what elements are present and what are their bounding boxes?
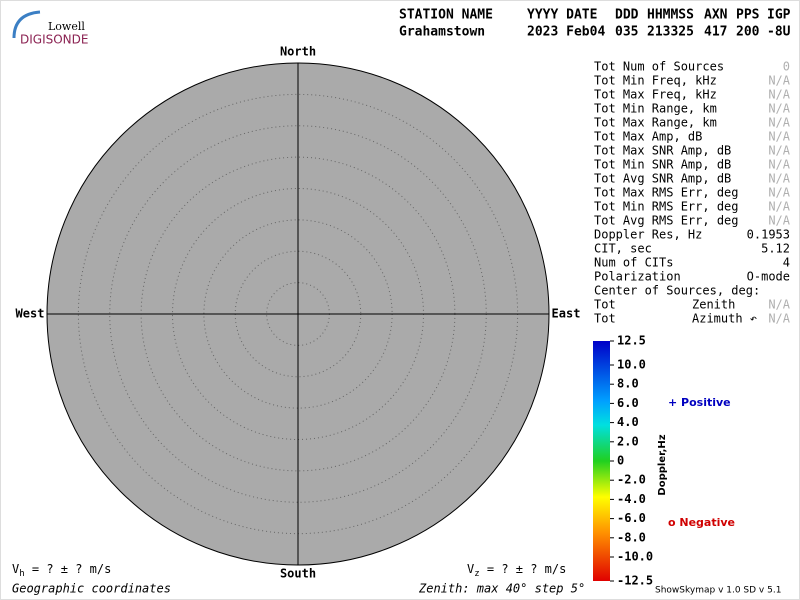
header-label: YYYY DATE [527,8,597,23]
header-label: AXN [704,8,728,23]
row-value: N/A [768,158,790,172]
row-value: N/A [768,144,790,158]
header-value: 417 [704,25,727,40]
row-value: N/A [768,172,790,186]
colorbar-tick-label: -12.5 [617,574,653,588]
logo-bottom: DIGISONDE [20,33,88,47]
colorbar-tick-label: 0 [617,454,624,468]
header-value: 2023 Feb04 [527,25,605,40]
vz-sub: z [474,569,479,579]
row-value: N/A [768,200,790,214]
row-label: Doppler Res, Hz [594,228,702,242]
colorbar-tick-label: -6.0 [617,511,646,525]
row-label: Tot Max Freq, kHz [594,88,717,102]
row-label: CIT, sec [594,242,652,256]
version-note: ShowSkymap v 1.0 SD v 5.1 [655,586,781,596]
header-value: 200 [736,25,760,40]
row-value: N/A [768,74,790,88]
row-label: Tot Max RMS Err, deg [594,186,739,200]
row-value: 5.12 [761,242,790,256]
row-value: N/A [768,214,790,228]
negative-legend: o Negative [668,516,735,529]
row-sublabel: Azimuth ↶ [692,312,757,326]
row-label: Tot [594,298,616,312]
row-value: N/A [768,130,790,144]
row-label: Num of CITs [594,256,673,270]
row-value: N/A [768,88,790,102]
row-label: Tot Avg RMS Err, deg [594,214,739,228]
polar-plot [46,62,550,566]
colorbar-tick-label: 12.5 [617,334,646,348]
logo-top: Lowell [48,20,85,33]
west-label: West [16,307,45,321]
header-value: Grahamstown [399,25,485,40]
vh-symbol: V [12,562,19,576]
row-label: Tot Min Range, km [594,102,717,116]
row-value: 0 [783,60,790,74]
logo-swoosh [12,10,41,39]
vz-symbol: V [467,562,474,576]
row-label: Tot Max Amp, dB [594,130,702,144]
header-label: DDD [615,8,639,23]
positive-legend: + Positive [668,396,731,409]
coords-note: Geographic coordinates [12,582,171,596]
header-value: 213325 [647,25,694,40]
header-label: PPS [736,8,760,23]
row-value: N/A [768,312,790,326]
row-value: N/A [768,298,790,312]
row-sublabel: Zenith [692,298,735,312]
colorbar [593,341,610,581]
header-label: HHMMSS [647,8,694,23]
vz-text: Vz = ? ± ? m/s [467,562,566,579]
colorbar-title: Doppler,Hz [657,434,668,495]
zenith-note: Zenith: max 40° step 5° [418,582,585,596]
row-value: N/A [768,186,790,200]
row-label: Tot Num of Sources [594,60,724,74]
header-value: 035 [615,25,638,40]
colorbar-tick-label: 2.0 [617,434,639,448]
vh-text: Vh = ? ± ? m/s [12,562,111,579]
row-label: Polarization [594,270,681,284]
north-label: North [280,45,316,59]
row-label: Tot Min SNR Amp, dB [594,158,731,172]
header-label: IGP [767,8,791,23]
row-label: Tot Min RMS Err, deg [594,200,739,214]
row-value: 4 [783,256,790,270]
colorbar-tick-label: 4.0 [617,415,639,429]
row-value: 0.1953 [747,228,790,242]
row-label: Tot Max Range, km [594,116,717,130]
colorbar-tick-label: -10.0 [617,550,653,564]
vh-value: = ? ± ? m/s [25,562,112,576]
header-value: -8U [767,25,791,40]
row-label: Center of Sources, deg: [594,284,760,298]
colorbar-tick-label: 6.0 [617,396,639,410]
row-value: O-mode [747,270,790,284]
colorbar-tick-label: -8.0 [617,530,646,544]
row-label: Tot Max SNR Amp, dB [594,144,731,158]
colorbar-tick-label: 8.0 [617,377,639,391]
colorbar-tick-label: -2.0 [617,473,646,487]
vz-value: = ? ± ? m/s [480,562,567,576]
colorbar-tick-label: -4.0 [617,492,646,506]
row-value: N/A [768,116,790,130]
row-label: Tot [594,312,616,326]
row-label: Tot Min Freq, kHz [594,74,717,88]
east-label: East [552,307,581,321]
row-value: N/A [768,102,790,116]
vh-sub: h [19,569,24,579]
south-label: South [280,567,316,581]
row-label: Tot Avg SNR Amp, dB [594,172,731,186]
header-label: STATION NAME [399,8,493,23]
colorbar-tick-label: 10.0 [617,358,646,372]
